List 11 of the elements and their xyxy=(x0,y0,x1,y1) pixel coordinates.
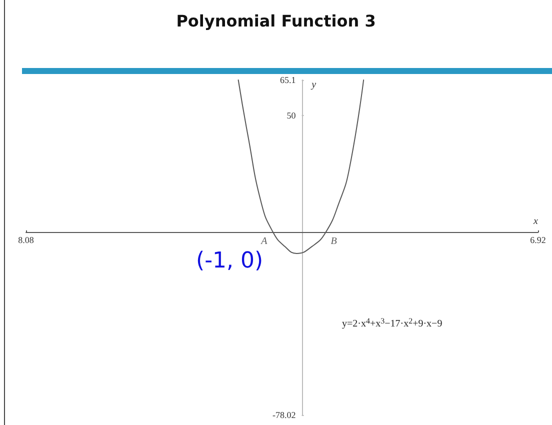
x-tick-label: 6.92 xyxy=(530,234,546,245)
y-tick-label: 50 xyxy=(286,110,296,120)
y-axis-title: y xyxy=(310,80,317,90)
y-tick-label: -78.02 xyxy=(272,410,296,420)
x-axis-title: x xyxy=(532,216,539,227)
annotation: B xyxy=(330,236,337,247)
chart-title: Polynomial Function 3 xyxy=(176,12,376,30)
annotation: A xyxy=(260,236,268,247)
annotation: (-1, 0) xyxy=(196,248,264,274)
x-tick-label: 8.08 xyxy=(18,234,34,245)
y-tick-label: 65.1 xyxy=(280,75,296,85)
